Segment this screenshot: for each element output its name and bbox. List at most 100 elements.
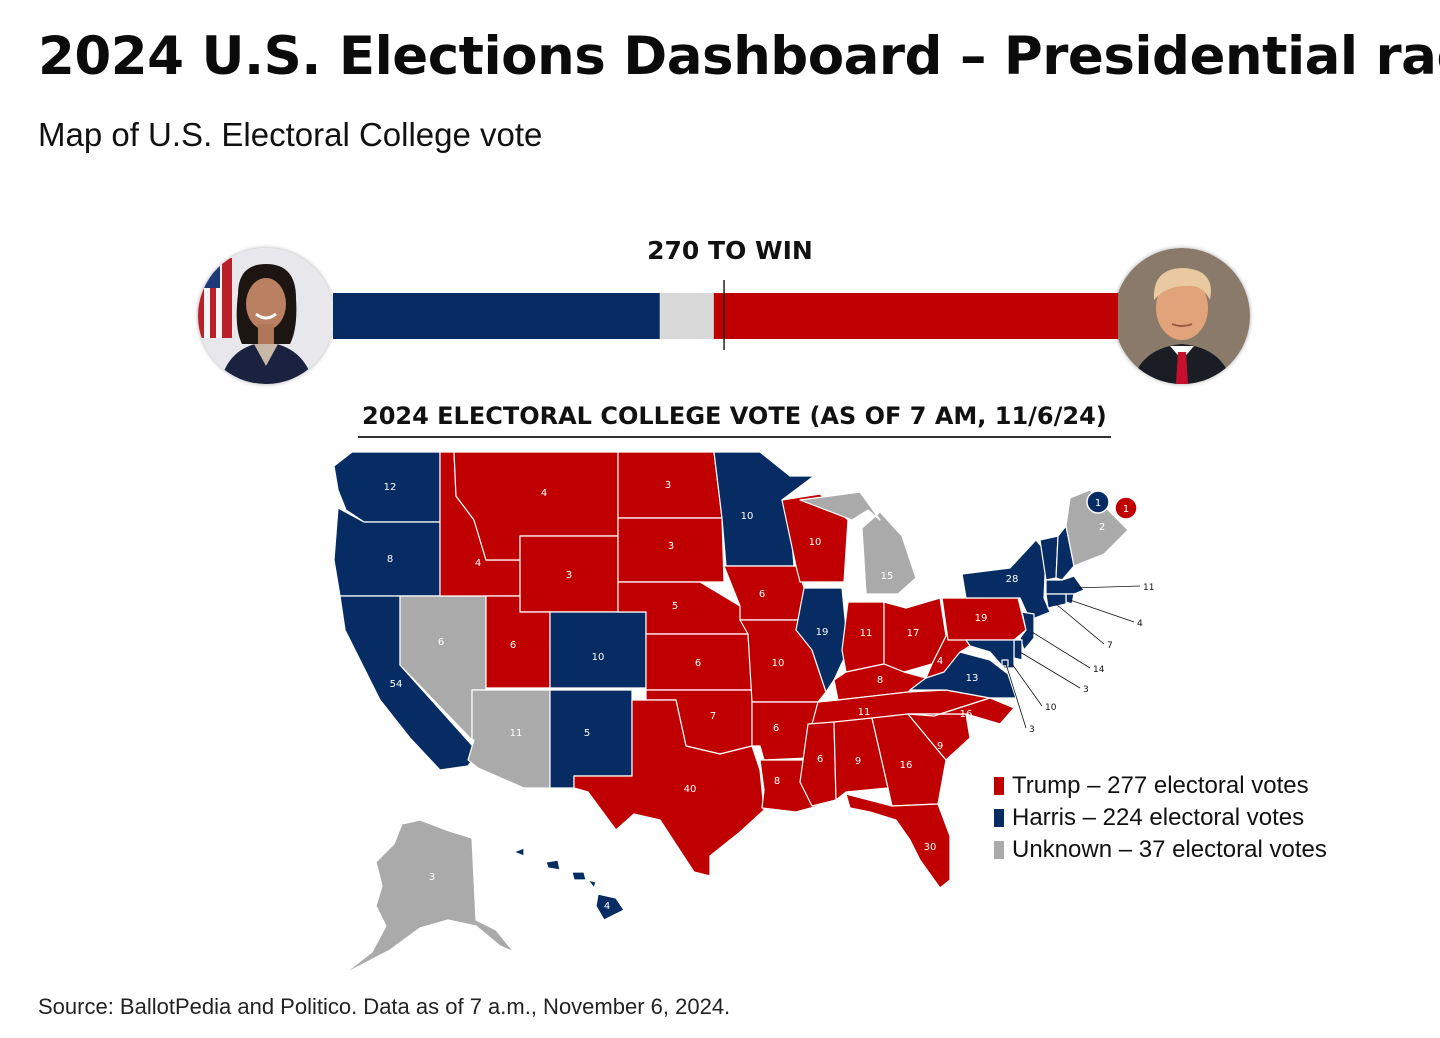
race-bar-unknown-segment (659, 293, 714, 339)
race-bar-harris-segment (333, 293, 660, 339)
callout-votes-dc: 3 (1029, 725, 1035, 735)
legend: Trump – 277 electoral votes Harris – 224… (994, 770, 1327, 866)
callout-line-de (1019, 651, 1081, 689)
callout-line-dc (1005, 663, 1027, 729)
state-votes-nv: 6 (438, 637, 444, 648)
trump-avatar (1114, 248, 1250, 384)
state-votes-wi: 10 (809, 537, 822, 548)
state-ct (1045, 593, 1067, 609)
state-votes-ak: 3 (429, 872, 435, 883)
state-votes-mo: 10 (772, 658, 785, 669)
race-bar (333, 280, 1118, 350)
legend-label-harris: Harris – 224 electoral votes (1012, 804, 1305, 831)
state-ak (343, 819, 515, 975)
state-mi (799, 491, 917, 595)
state-votes-or: 8 (387, 554, 393, 565)
state-ri (1065, 593, 1075, 605)
state-nh (1055, 525, 1075, 581)
state-votes-la: 8 (774, 776, 780, 787)
state-votes-nc: 16 (960, 709, 973, 720)
harris-portrait-icon (198, 248, 334, 384)
maine-district-markers: 11 (1086, 490, 1138, 520)
state-votes-me: 2 (1099, 522, 1105, 533)
state-votes-ne: 5 (672, 601, 678, 612)
state-votes-ky: 8 (877, 675, 883, 686)
callout-line-ri (1069, 599, 1135, 623)
callout-votes-md: 10 (1045, 703, 1057, 713)
state-dc (1001, 659, 1009, 667)
state-votes-ar: 6 (773, 723, 779, 734)
state-wi (781, 493, 849, 583)
state-votes-mn: 10 (741, 511, 754, 522)
state-az (467, 689, 551, 789)
legend-swatch-unknown (994, 841, 1004, 859)
page-subtitle: Map of U.S. Electoral College vote (38, 116, 543, 153)
state-ms (799, 721, 837, 807)
east-coast-callouts: 11 4 7 14 3 10 3 (1005, 583, 1154, 735)
legend-item-harris: Harris – 224 electoral votes (994, 802, 1327, 834)
state-me (1065, 489, 1129, 567)
legend-swatch-trump (994, 777, 1004, 795)
state-al (833, 717, 889, 801)
maine-district-votes-harris: 1 (1095, 498, 1101, 509)
maine-district-marker-trump (1114, 496, 1138, 520)
state-votes-in: 11 (860, 628, 873, 639)
callout-votes-ma: 11 (1143, 583, 1154, 593)
state-votes-nd: 3 (665, 480, 671, 491)
state-votes-pa: 19 (975, 613, 988, 624)
state-votes-sc: 9 (937, 741, 943, 752)
state-votes-fl: 30 (924, 842, 937, 853)
state-votes-ok: 7 (710, 711, 716, 722)
state-va (909, 651, 1017, 699)
state-votes-va: 13 (966, 673, 979, 684)
state-votes-ut: 6 (510, 640, 516, 651)
callout-line-ct (1055, 603, 1105, 645)
page-title: 2024 U.S. Elections Dashboard – Presiden… (38, 26, 1440, 87)
state-votes-mi: 15 (881, 571, 894, 582)
maine-district-votes-trump: 1 (1123, 504, 1129, 515)
state-hi (513, 847, 625, 921)
race-bar-trump-segment (713, 293, 1118, 339)
state-votes-tn: 11 (858, 707, 871, 718)
state-fl (845, 793, 951, 889)
state-votes-il: 19 (816, 627, 829, 638)
state-votes-mt: 4 (541, 488, 547, 499)
state-votes-ny: 28 (1006, 574, 1019, 585)
state-votes-hi: 4 (604, 901, 610, 912)
legend-label-unknown: Unknown – 37 electoral votes (1012, 836, 1327, 863)
state-votes-al: 9 (855, 756, 861, 767)
state-votes-ks: 6 (695, 658, 701, 669)
state-votes-co: 10 (592, 652, 605, 663)
state-votes-id: 4 (475, 558, 481, 569)
callout-line-ma (1073, 585, 1141, 589)
legend-swatch-harris (994, 809, 1004, 827)
state-votes-wa: 12 (384, 482, 397, 493)
state-votes-sd: 3 (668, 541, 674, 552)
callout-votes-de: 3 (1083, 685, 1089, 695)
legend-label-trump: Trump – 277 electoral votes (1012, 772, 1309, 799)
state-votes-tx: 40 (684, 784, 697, 795)
state-de (1013, 639, 1023, 661)
state-votes-nm: 5 (584, 728, 590, 739)
state-votes-wv: 4 (937, 656, 943, 667)
callout-line-nj (1031, 631, 1091, 669)
state-nj (1019, 611, 1035, 651)
maine-district-marker-harris (1086, 490, 1110, 514)
state-il (795, 587, 849, 693)
map-title: 2024 ELECTORAL COLLEGE VOTE (AS OF 7 AM,… (358, 402, 1111, 438)
state-votes-oh: 17 (907, 628, 920, 639)
state-tx (573, 699, 765, 877)
threshold-label: 270 TO WIN (647, 236, 813, 265)
state-votes-wy: 3 (566, 570, 572, 581)
legend-item-trump: Trump – 277 electoral votes (994, 770, 1327, 802)
legend-item-unknown: Unknown – 37 electoral votes (994, 834, 1327, 866)
state-votes-az: 11 (510, 728, 523, 739)
state-nm (549, 689, 633, 789)
trump-portrait-icon (1114, 248, 1250, 384)
state-votes-ia: 6 (759, 589, 765, 600)
callout-votes-ct: 7 (1107, 641, 1113, 651)
source-note: Source: BallotPedia and Politico. Data a… (38, 994, 731, 1019)
callout-votes-nj: 14 (1093, 665, 1105, 675)
callout-votes-ri: 4 (1137, 619, 1143, 629)
callout-line-md (1011, 663, 1043, 707)
